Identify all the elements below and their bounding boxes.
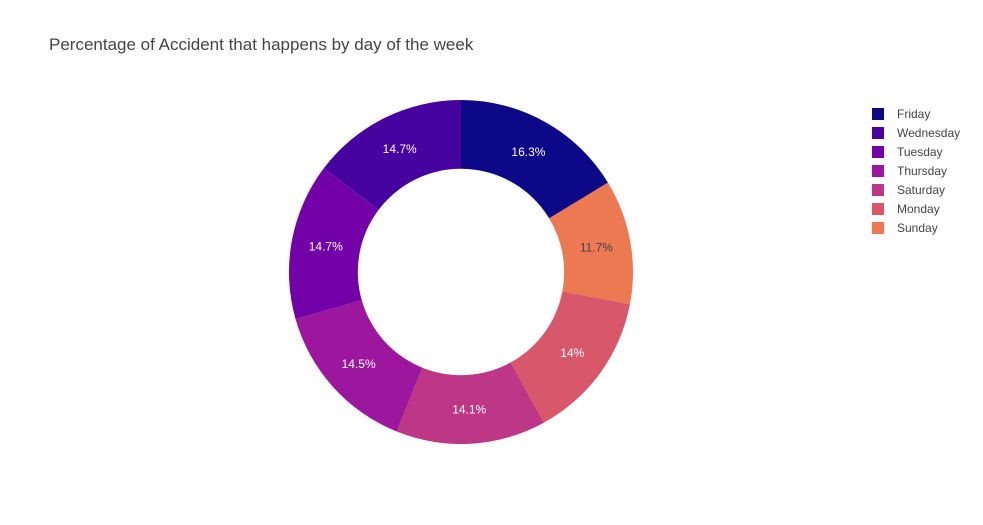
slice-thursday[interactable]: [295, 300, 423, 432]
legend-swatch: [872, 165, 884, 177]
slice-wednesday[interactable]: [323, 100, 461, 210]
legend-swatch: [872, 184, 884, 196]
legend-item-wednesday[interactable]: Wednesday: [872, 126, 960, 140]
slice-label-monday: 14%: [560, 346, 584, 360]
legend-item-friday[interactable]: Friday: [872, 107, 930, 121]
legend-swatch: [872, 222, 884, 234]
slice-label-saturday: 14.1%: [452, 402, 486, 416]
donut-slices: [289, 100, 633, 445]
donut-slice-labels: 16.3% 11.7% 14% 14.1% 14.5% 14.7% 14.7%: [309, 142, 614, 417]
legend-swatch: [872, 203, 884, 215]
slice-saturday[interactable]: [396, 362, 544, 445]
legend: Friday Wednesday Tuesday Thursday Saturday Mo…: [872, 107, 960, 235]
legend-item-monday[interactable]: Monday: [872, 202, 940, 216]
legend-label: Monday: [897, 202, 940, 216]
legend-swatch: [872, 108, 884, 120]
legend-label: Tuesday: [897, 145, 943, 159]
slice-tuesday[interactable]: [289, 168, 379, 319]
slice-label-friday: 16.3%: [511, 145, 545, 159]
legend-label: Wednesday: [897, 126, 960, 140]
legend-item-saturday[interactable]: Saturday: [872, 183, 945, 197]
legend-label: Thursday: [897, 164, 947, 178]
slice-monday[interactable]: [510, 291, 630, 423]
slice-label-sunday: 11.7%: [580, 240, 613, 254]
slice-sunday[interactable]: [549, 182, 633, 305]
legend-label: Friday: [897, 107, 930, 121]
chart-title: Percentage of Accident that happens by d…: [49, 35, 474, 54]
legend-item-sunday[interactable]: Sunday: [872, 221, 938, 235]
legend-swatch: [872, 127, 884, 139]
slice-label-tuesday: 14.7%: [309, 240, 343, 254]
slice-label-thursday: 14.5%: [342, 357, 376, 371]
legend-label: Sunday: [897, 221, 938, 235]
slice-label-wednesday: 14.7%: [383, 142, 417, 156]
legend-swatch: [872, 146, 884, 158]
slice-friday[interactable]: [461, 100, 608, 219]
legend-item-thursday[interactable]: Thursday: [872, 164, 947, 178]
legend-item-tuesday[interactable]: Tuesday: [872, 145, 943, 159]
legend-label: Saturday: [897, 183, 945, 197]
